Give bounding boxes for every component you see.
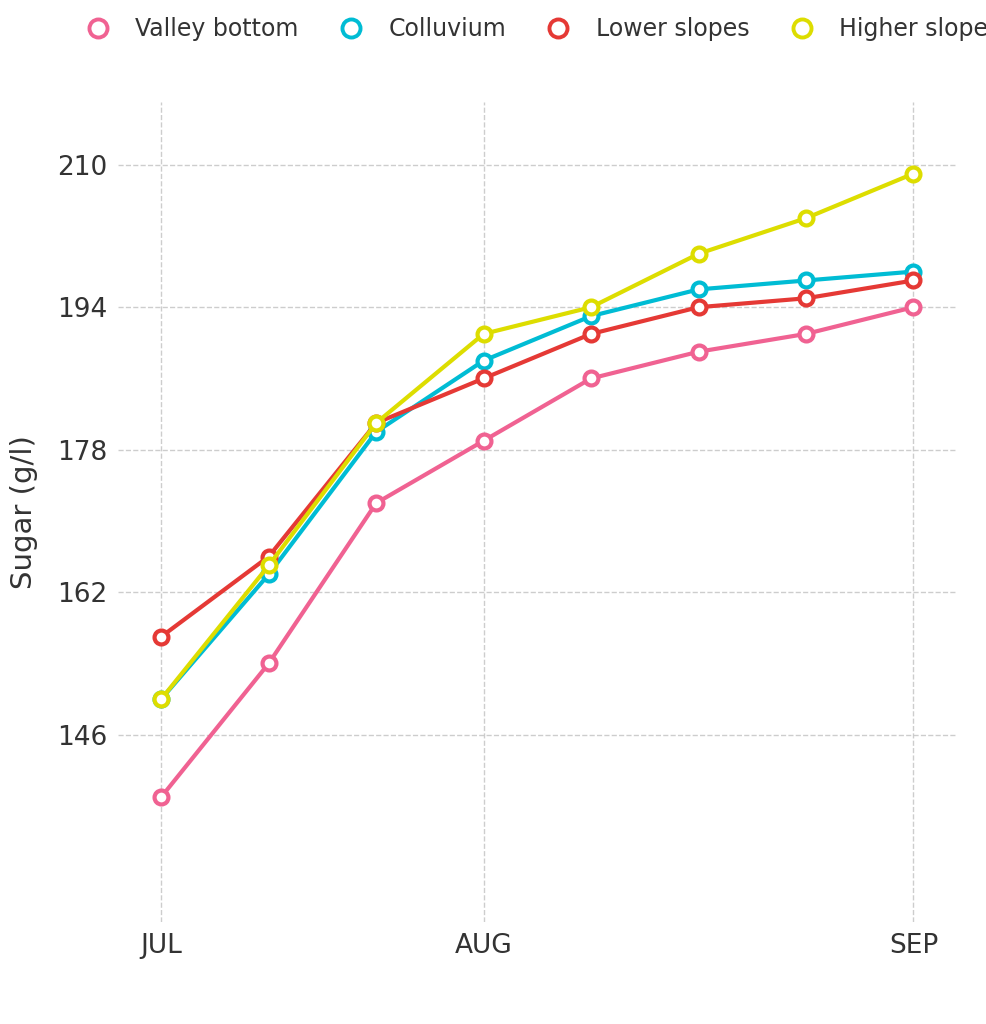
- Valley bottom: [371, 497, 383, 509]
- Line: Colluvium: Colluvium: [155, 264, 920, 706]
- Higher slopes: [263, 559, 275, 571]
- Line: Higher slopes: Higher slopes: [155, 167, 920, 706]
- Lower slopes: [478, 373, 490, 385]
- Lower slopes: [907, 274, 919, 287]
- Higher slopes: [800, 212, 811, 224]
- Colluvium: [156, 693, 168, 706]
- Valley bottom: [800, 328, 811, 340]
- Lower slopes: [692, 301, 704, 313]
- Lower slopes: [371, 417, 383, 429]
- Valley bottom: [263, 657, 275, 670]
- Colluvium: [478, 354, 490, 367]
- Higher slopes: [585, 301, 597, 313]
- Valley bottom: [478, 434, 490, 446]
- Lower slopes: [156, 631, 168, 643]
- Colluvium: [585, 310, 597, 323]
- Higher slopes: [907, 168, 919, 180]
- Colluvium: [263, 568, 275, 581]
- Higher slopes: [692, 248, 704, 260]
- Colluvium: [907, 265, 919, 278]
- Line: Valley bottom: Valley bottom: [155, 300, 920, 804]
- Higher slopes: [156, 693, 168, 706]
- Colluvium: [800, 274, 811, 287]
- Y-axis label: Sugar (g/l): Sugar (g/l): [10, 435, 37, 589]
- Colluvium: [692, 284, 704, 296]
- Higher slopes: [371, 417, 383, 429]
- Line: Lower slopes: Lower slopes: [155, 273, 920, 644]
- Valley bottom: [585, 373, 597, 385]
- Higher slopes: [478, 328, 490, 340]
- Lower slopes: [585, 328, 597, 340]
- Legend: Valley bottom, Colluvium, Lower slopes, Higher slopes: Valley bottom, Colluvium, Lower slopes, …: [65, 8, 986, 50]
- Colluvium: [371, 426, 383, 438]
- Lower slopes: [800, 292, 811, 304]
- Valley bottom: [692, 345, 704, 357]
- Valley bottom: [156, 791, 168, 803]
- Lower slopes: [263, 550, 275, 562]
- Valley bottom: [907, 301, 919, 313]
